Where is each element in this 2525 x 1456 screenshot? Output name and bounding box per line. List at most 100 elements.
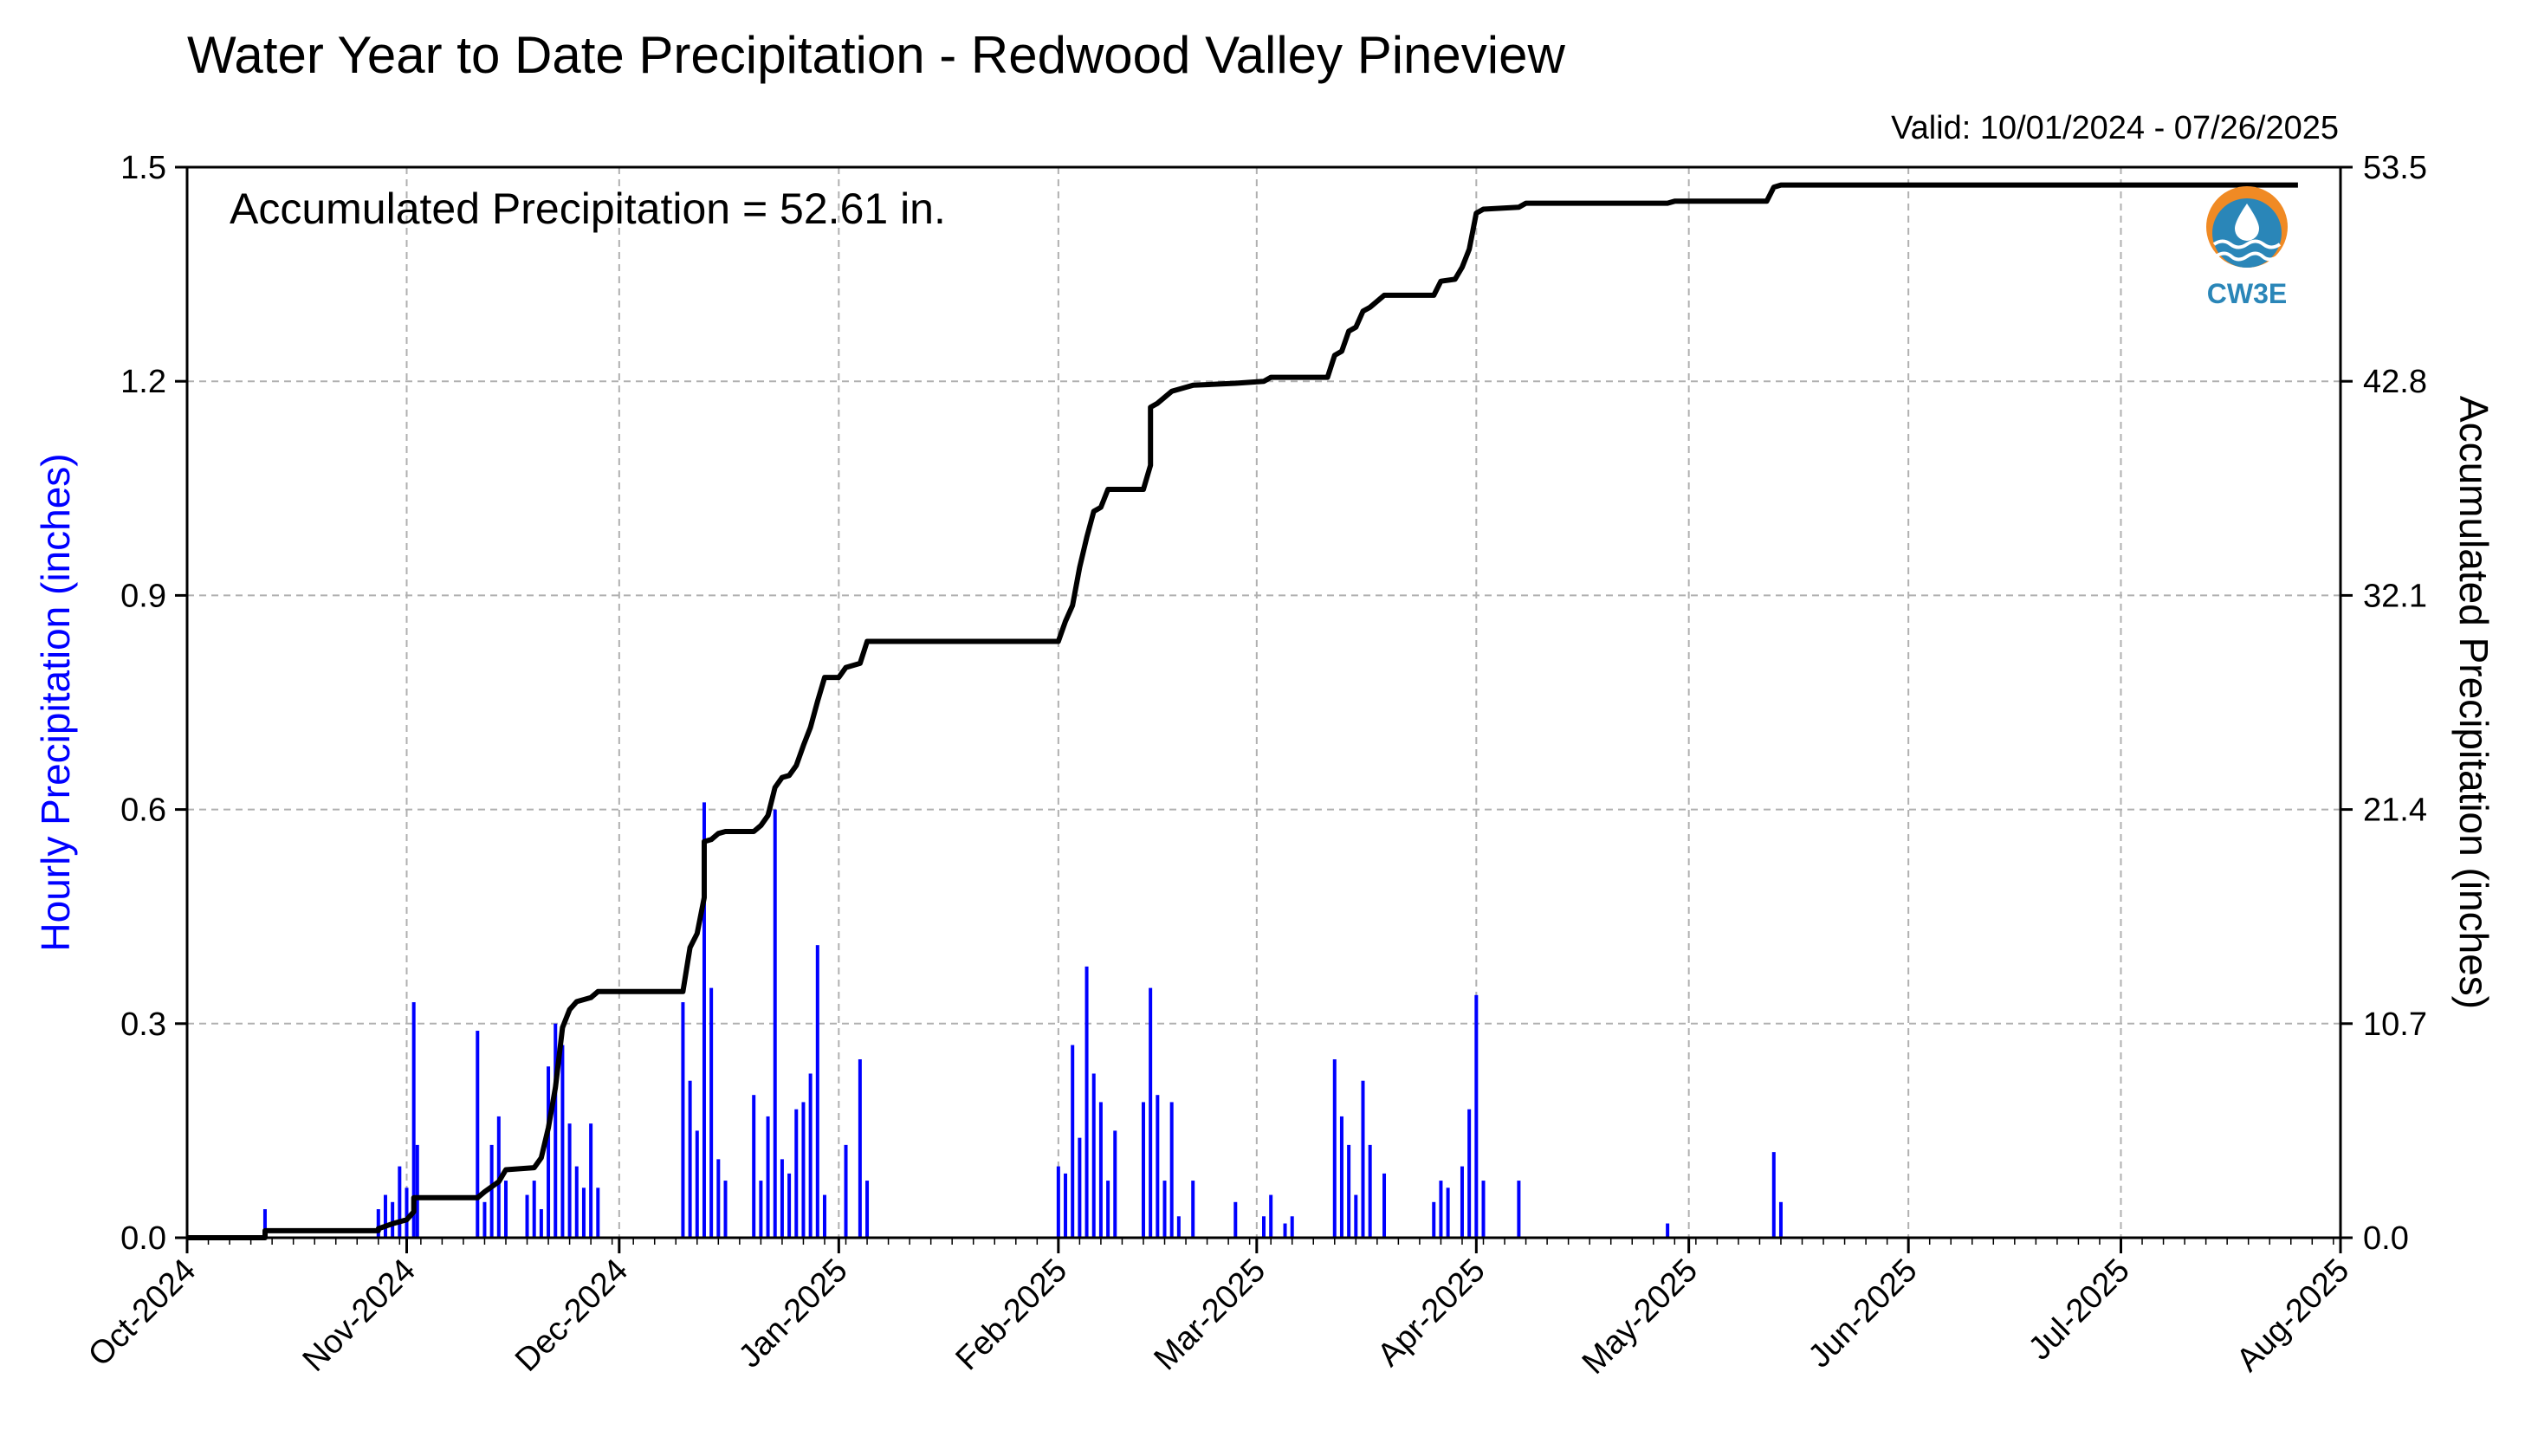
drop-icon [2235,204,2259,241]
y2-tick-label: 53.5 [2363,150,2427,186]
hourly-bar [1191,1181,1195,1238]
hourly-bar [858,1059,862,1238]
accumulated-line [187,182,2298,1240]
hourly-bar [1666,1223,1670,1238]
hourly-bar [405,1187,409,1238]
hourly-bar [1269,1194,1273,1238]
hourly-bar [1347,1144,1351,1238]
x-tick-label: Jun-2025 [1802,1252,1925,1375]
x-tick-label: May-2025 [1576,1252,1705,1382]
hourly-bar [476,1031,480,1238]
y2-tick-label: 0.0 [2363,1220,2409,1257]
hourly-bar [1382,1173,1387,1238]
hourly-bar [688,1080,692,1238]
y-tick-label: 0.3 [120,1006,166,1043]
y-tick-label: 0.9 [120,578,166,614]
hourly-bar [759,1181,763,1238]
hourly-bar [794,1109,799,1238]
hourly-bar [525,1194,529,1238]
hourly-bar [581,1187,586,1238]
hourly-bar [567,1123,572,1238]
hourly-bar [547,1066,551,1238]
hourly-bar [560,1045,565,1238]
hourly-bar [695,1130,699,1238]
grid-lines [187,167,2340,1238]
x-tick-label: Jan-2025 [732,1252,855,1375]
hourly-bar [787,1173,792,1238]
hourly-bar [1432,1201,1436,1238]
hourly-bar [752,1095,756,1238]
hourly-bar [1467,1109,1472,1238]
y-tick-label: 1.2 [120,364,166,400]
hourly-bar [1262,1216,1266,1238]
plot-frame [185,165,2342,1239]
x-tick-label: Feb-2025 [948,1252,1074,1378]
hourly-bar [383,1194,387,1238]
hourly-bar [716,1159,721,1238]
logo-wave-1 [2212,239,2282,249]
hourly-bar [539,1209,543,1238]
hourly-bar [376,1209,380,1238]
y2-tick-label: 10.7 [2363,1006,2427,1043]
x-tick-label: Aug-2025 [2230,1252,2356,1379]
hourly-bar [1290,1216,1294,1238]
hourly-bar [574,1166,579,1238]
logo-text: CW3E [2207,278,2287,309]
hourly-bar [1446,1187,1450,1238]
hourly-bar [1460,1166,1464,1238]
y2-tick-label: 42.8 [2363,364,2427,400]
hourly-bar [1141,1102,1145,1238]
hourly-bars [262,802,1783,1238]
hourly-bar [482,1201,487,1238]
hourly-bar [503,1181,508,1238]
hourly-bar [1064,1173,1068,1238]
chart-subtitle: Valid: 10/01/2024 - 07/26/2025 [1891,110,2339,146]
y2-tick-label: 32.1 [2363,578,2427,614]
hourly-bar [766,1116,770,1238]
hourly-bar [1176,1216,1181,1238]
hourly-bar [1368,1144,1372,1238]
hourly-bar [1098,1102,1103,1238]
hourly-bar [822,1194,826,1238]
hourly-bar [1149,987,1153,1238]
hourly-bar [1339,1116,1343,1238]
accumulated-series [187,182,2298,1240]
hourly-bar [596,1187,600,1238]
hourly-bar [532,1181,536,1238]
hourly-bar [411,1002,416,1238]
cw3e-logo: CW3E [2206,186,2288,309]
x-tick-label: Mar-2025 [1147,1252,1272,1378]
hourly-bar [702,802,706,1238]
hourly-bar [1361,1080,1365,1238]
hourly-bar [1439,1181,1443,1238]
hourly-bar [780,1159,784,1238]
x-tick-label: Nov-2024 [296,1252,423,1379]
y-tick-label: 1.5 [120,150,166,186]
hourly-bar [681,1002,685,1238]
hourly-bar [1354,1194,1358,1238]
hourly-bar [1169,1102,1174,1238]
y2-tick-label: 21.4 [2363,793,2427,829]
hourly-bar [1283,1223,1287,1238]
y2-axis-title: Accumulated Precipitation (inches) [2451,396,2496,1009]
hourly-bar [1233,1201,1238,1238]
hourly-bar [1156,1095,1160,1238]
hourly-bar [801,1102,806,1238]
x-tick-label: Dec-2024 [508,1252,635,1379]
hourly-bar [1162,1181,1167,1238]
hourly-bar [1071,1045,1075,1238]
hourly-bar [262,1209,267,1238]
accumulated-annotation: Accumulated Precipitation = 52.61 in. [230,184,946,233]
hourly-bar [415,1144,419,1238]
x-tick-label: Oct-2024 [81,1252,203,1374]
hourly-bar [1517,1181,1521,1238]
hourly-bar [1078,1137,1082,1238]
hourly-bar [1771,1152,1776,1238]
y-tick-label: 0.0 [120,1220,166,1257]
hourly-bar [1056,1166,1060,1238]
logo-wave-2 [2214,251,2280,262]
hourly-bar [844,1144,848,1238]
hourly-bar [723,1181,728,1238]
hourly-bar [1778,1201,1783,1238]
